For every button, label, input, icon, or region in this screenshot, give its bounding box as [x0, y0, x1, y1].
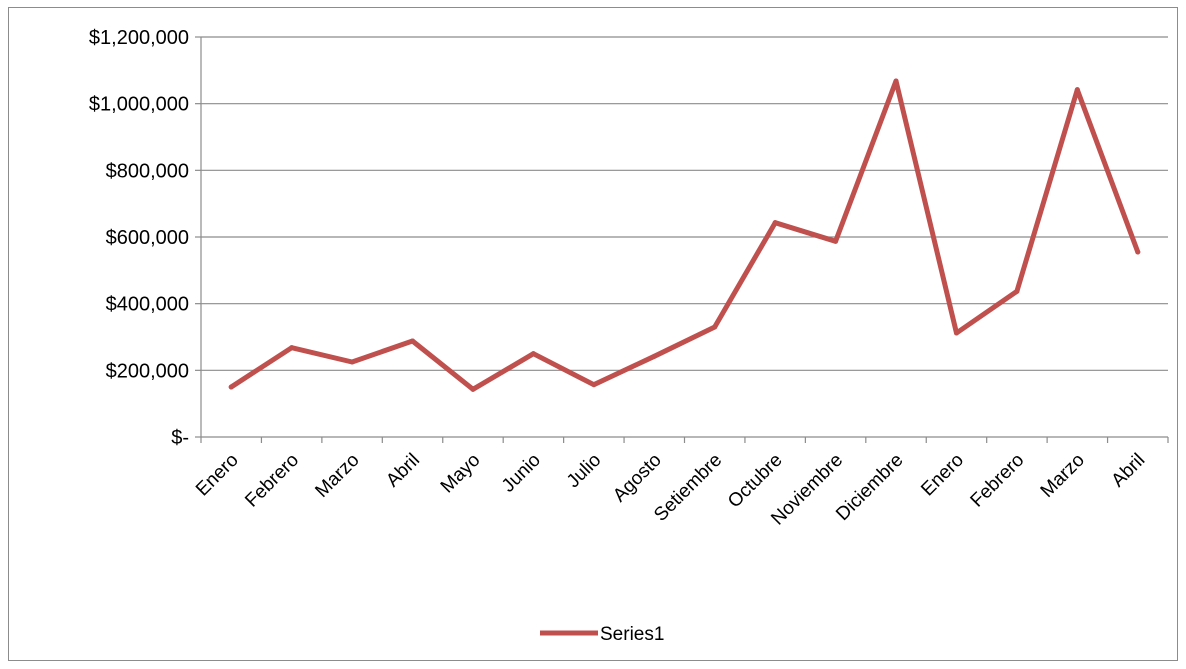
data-point	[410, 338, 416, 344]
y-axis-tick-labels: $- $200,000 $400,000 $600,000 $800,000 $1,000…	[89, 27, 189, 449]
x-tick-label: Febrero	[241, 450, 303, 512]
series-lines	[228, 78, 1141, 392]
data-point	[289, 345, 295, 351]
data-point	[651, 353, 657, 359]
x-tick-label: Julio	[563, 450, 605, 492]
axes	[195, 36, 1169, 443]
y-tick-label: $1,200,000	[89, 27, 189, 49]
legend: Series1	[540, 624, 664, 645]
x-tick-label: Febrero	[967, 450, 1029, 512]
x-tick-label: Abril	[1108, 450, 1150, 492]
data-point	[893, 78, 899, 84]
data-point	[530, 351, 536, 357]
x-tick-label: Enero	[192, 450, 243, 501]
y-tick-label: $800,000	[106, 160, 189, 182]
data-point	[228, 384, 234, 390]
x-tick-label: Junio	[498, 450, 545, 497]
chart-area	[8, 7, 1178, 661]
data-point	[591, 382, 597, 388]
y-tick-label: $600,000	[106, 227, 189, 249]
x-tick-label: Enero	[917, 450, 968, 501]
data-point	[1074, 87, 1080, 93]
x-tick-label: Mayo	[437, 450, 485, 498]
y-tick-label: $-	[171, 427, 189, 449]
x-tick-label: Agosto	[609, 450, 666, 507]
y-tick-label: $1,000,000	[89, 94, 189, 116]
x-tick-label: Abril	[382, 450, 424, 492]
data-point	[470, 386, 476, 392]
data-point	[712, 324, 718, 330]
data-point	[1014, 288, 1020, 294]
data-point	[1135, 249, 1141, 255]
x-tick-label: Marzo	[1037, 450, 1089, 502]
y-tick-label: $400,000	[106, 294, 189, 316]
y-tick-label: $200,000	[106, 360, 189, 382]
x-tick-label: Marzo	[311, 450, 363, 502]
data-point	[833, 238, 839, 244]
series-line	[228, 78, 1141, 392]
gridlines	[201, 36, 1168, 371]
legend-label: Series1	[600, 624, 664, 645]
data-point	[953, 330, 959, 336]
x-tick-label: Octubre	[724, 450, 787, 513]
data-point	[772, 220, 778, 226]
data-point	[349, 359, 355, 365]
